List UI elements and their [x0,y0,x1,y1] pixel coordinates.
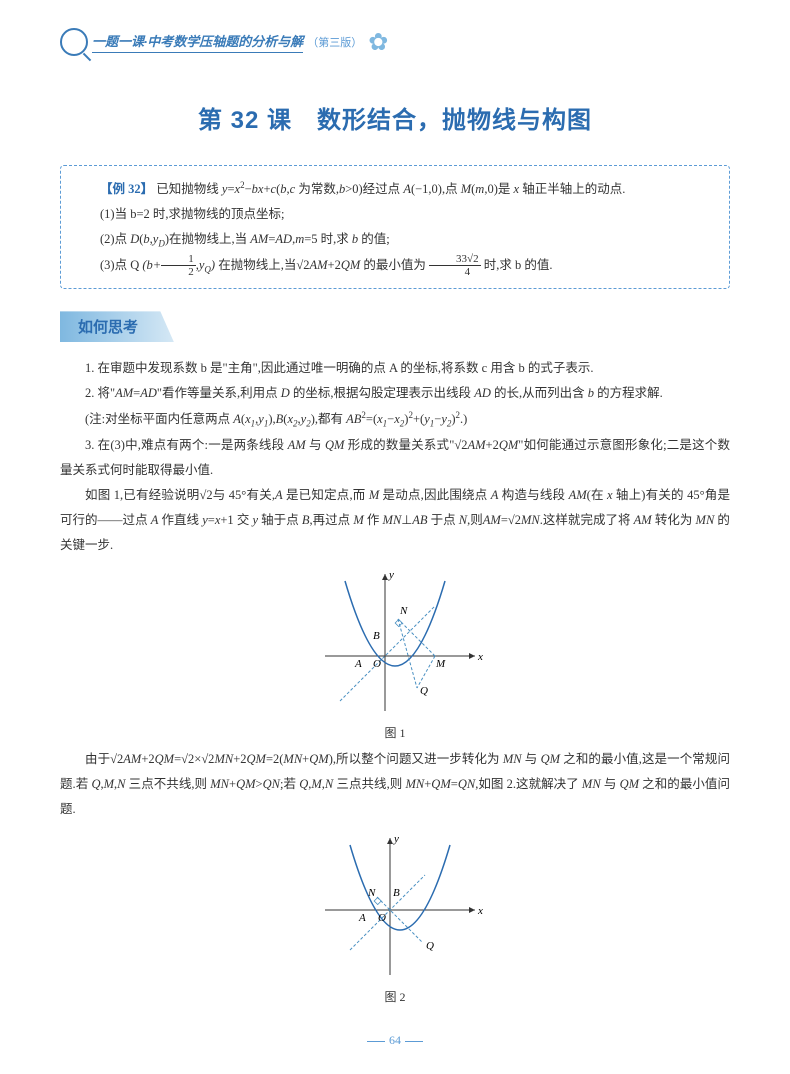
para-1: 1. 在审题中发现系数 b 是"主角",因此通过唯一明确的点 A 的坐标,将系数… [60,356,730,381]
fig2-Q: Q [426,940,434,952]
fig2-x: x [477,905,483,917]
page-number: 64 [0,1033,790,1048]
fig1-M: M [435,658,446,670]
fig2-N: N [367,887,376,899]
para-4: 3. 在(3)中,难点有两个:一是两条线段 AM 与 QM 形成的数量关系式"√… [60,433,730,483]
fig1-B: B [373,630,380,642]
frac1-den: 2 [161,266,196,278]
example-label: 【例 32】 [100,182,153,196]
frac2-den: 4 [429,266,481,278]
header-banner: 一题一课·中考数学压轴题的分析与解 （第三版） ✿ [60,24,730,60]
section-heading: 如何思考 [60,311,174,342]
fig1-Q: Q [420,685,428,697]
edition-label: （第三版） [307,34,362,50]
para-6: 由于√2AM+2QM=√2×√2MN+2QM=2(MN+QM),所以整个问题又进… [60,747,730,822]
figure-2: x y A B N O Q 图 2 [60,830,730,1005]
example-q3: (3)点 Q (b+12,yQ) 在抛物线上,当√2AM+2QM 的最小值为 3… [75,253,715,279]
example-box: 【例 32】 已知抛物线 y=x2−bx+c(b,c 为常数,b>0)经过点 A… [60,165,730,289]
fig2-B: B [393,887,400,899]
magnifier-icon [60,28,88,56]
fig1-caption: 图 1 [60,724,730,741]
example-stem-text: 已知抛物线 y=x2−bx+c(b,c 为常数,b>0)经过点 A(−1,0),… [156,182,625,196]
para-3: (注:对坐标平面内任意两点 A(x1,y1),B(x2,y2),都有 AB2=(… [60,406,730,433]
example-q2: (2)点 D(b,yD)在抛物线上,当 AM=AD,m=5 时,求 b 的值; [75,227,715,253]
para-5: 如图 1,已有经验说明√2与 45°有关,A 是已知定点,而 M 是动点,因此围… [60,483,730,558]
example-q1: (1)当 b=2 时,求抛物线的顶点坐标; [75,202,715,227]
frac2-num: 33√2 [429,253,481,266]
fig2-O: O [378,912,386,924]
series-title: 一题一课·中考数学压轴题的分析与解 [92,31,303,53]
fig1-N: N [399,605,408,617]
fig1-A: A [354,658,362,670]
fig2-y: y [393,833,399,845]
figure-1-svg: x y A B N O M Q [305,566,485,716]
q3-pre: (3)点 Q [100,258,139,272]
lesson-title: 第 32 课 数形结合，抛物线与构图 [60,100,730,135]
flower-icon: ✿ [368,28,388,57]
frac1-num: 1 [161,253,196,266]
fig2-caption: 图 2 [60,988,730,1005]
figure-2-svg: x y A B N O Q [305,830,485,980]
q3-post: 时,求 b 的值. [484,258,553,272]
fig2-A: A [358,912,366,924]
fig1-O: O [373,658,381,670]
q3-mid: 在抛物线上,当√2AM+2QM 的最小值为 [218,258,426,272]
para-2: 2. 将"AM=AD"看作等量关系,利用点 D 的坐标,根据勾股定理表示出线段 … [60,381,730,406]
figure-1: x y A B N O M Q 图 1 [60,566,730,741]
fig1-x: x [477,651,483,663]
example-stem: 【例 32】 已知抛物线 y=x2−bx+c(b,c 为常数,b>0)经过点 A… [75,176,715,202]
fig1-y: y [388,569,394,581]
